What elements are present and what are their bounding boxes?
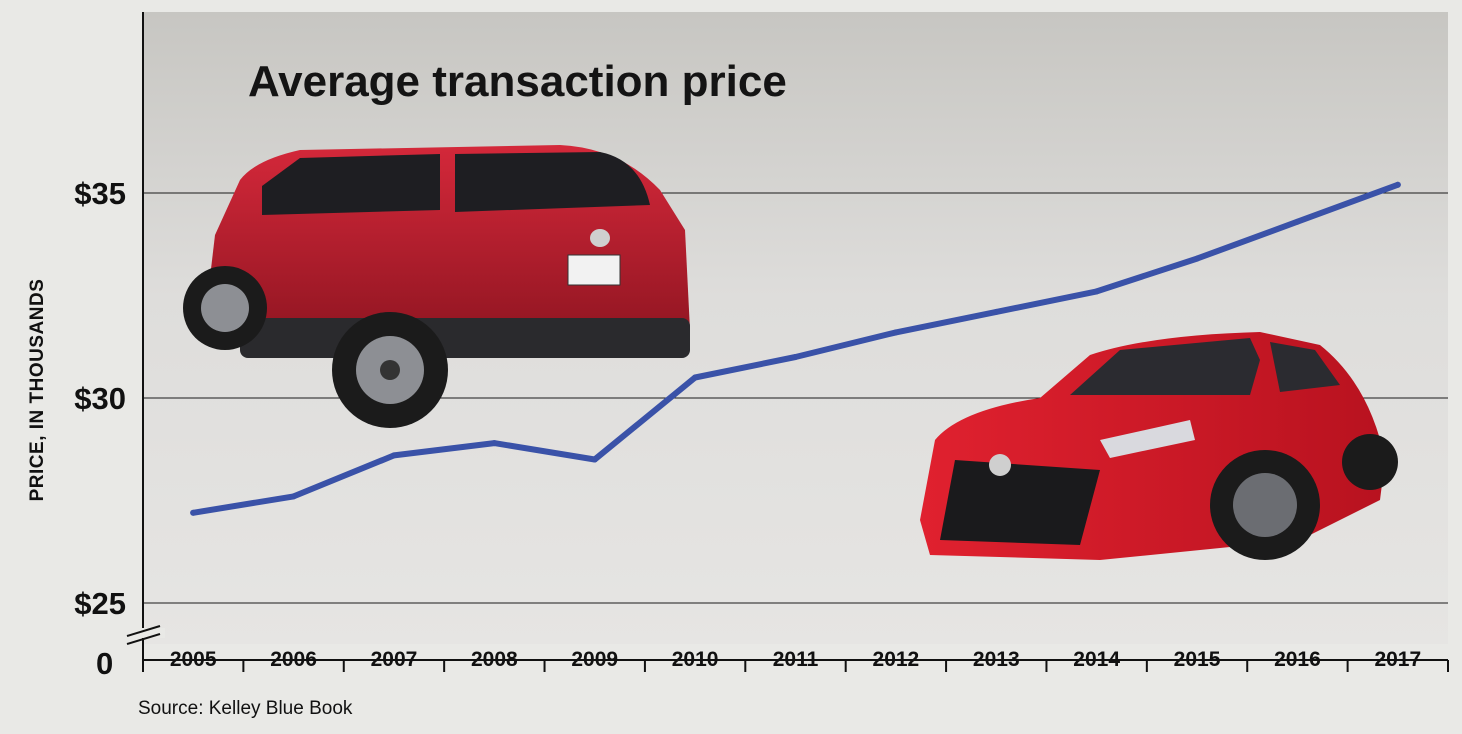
x-tick-label: 2010	[672, 648, 719, 671]
x-tick-label: 2011	[773, 648, 819, 671]
data-point	[792, 354, 799, 360]
source-note: Source: Kelley Blue Book	[138, 698, 353, 719]
data-point	[1294, 218, 1301, 225]
x-tick-label: 2014	[1073, 648, 1120, 671]
y-tick-label: $30	[74, 381, 126, 416]
data-point	[190, 509, 197, 516]
y-tick-label: $35	[74, 176, 126, 211]
x-tick-label: 2005	[170, 648, 217, 671]
x-tick-label: 2017	[1374, 648, 1421, 671]
axis-break-icon	[125, 625, 165, 645]
series-group	[190, 181, 1401, 516]
data-point	[692, 374, 699, 381]
y-zero-label: 0	[96, 646, 113, 681]
data-point	[1093, 288, 1100, 295]
x-tick-label: 2016	[1274, 648, 1321, 671]
y-tick-label: $25	[74, 586, 126, 621]
data-point	[892, 329, 899, 336]
y-axis-label: PRICE, IN THOUSANDS	[27, 279, 48, 502]
x-tick-labels: 2005 2006 2007 2008 2009 2010 2011 2012 2013 2014…	[142, 648, 1449, 672]
x-tick-label: 2008	[471, 648, 518, 671]
data-point	[591, 456, 598, 463]
y-tick-labels: $25 $30 $35	[74, 176, 126, 621]
red-compact-suv-photo	[183, 145, 690, 428]
data-point	[1394, 181, 1401, 188]
data-point	[993, 308, 1000, 315]
x-tick-label: 2007	[371, 648, 418, 671]
data-point	[290, 493, 297, 500]
x-tick-label: 2009	[571, 648, 618, 671]
x-tick-label: 2012	[873, 648, 920, 671]
data-point	[390, 452, 397, 459]
red-sedan-photo	[920, 332, 1398, 560]
x-tick-label: 2006	[270, 648, 317, 671]
x-tick-label: 2015	[1174, 648, 1221, 671]
x-tick-label: 2013	[973, 648, 1020, 671]
data-point	[491, 440, 498, 447]
chart-title: Average transaction price	[248, 57, 787, 106]
data-point	[1194, 255, 1201, 262]
